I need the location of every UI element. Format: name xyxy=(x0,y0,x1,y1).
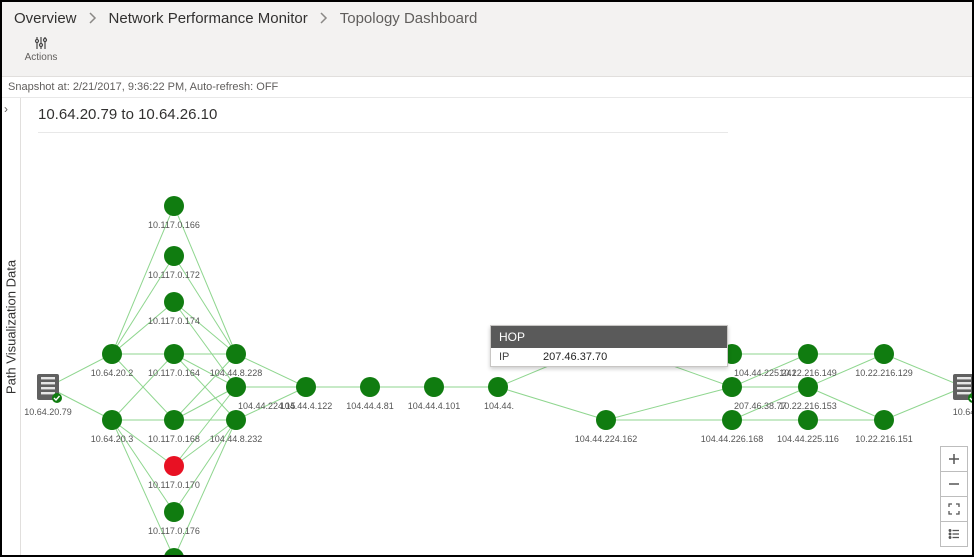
endpoint-node[interactable] xyxy=(953,374,972,403)
graph-node[interactable] xyxy=(164,246,184,266)
node-label: 10.22.216.149 xyxy=(779,368,837,378)
graph-node[interactable] xyxy=(164,196,184,216)
node-label: 10.22.216.129 xyxy=(855,368,913,378)
graph-edge xyxy=(174,302,236,354)
node-label: 10.117.0.168 xyxy=(148,434,200,444)
breadcrumb-npm[interactable]: Network Performance Monitor xyxy=(105,10,312,27)
breadcrumb-overview[interactable]: Overview xyxy=(10,10,81,27)
snapshot-status: Snapshot at: 2/21/2017, 9:36:22 PM, Auto… xyxy=(2,77,972,98)
node-label: 10.64.20.3 xyxy=(91,434,134,444)
zoom-list-button[interactable] xyxy=(941,522,967,546)
graph-node[interactable] xyxy=(360,377,380,397)
node-label: 104.44.4.81 xyxy=(346,401,394,411)
graph-edge xyxy=(498,387,606,420)
breadcrumb-topology: Topology Dashboard xyxy=(336,10,482,27)
list-icon xyxy=(947,527,961,541)
content-title: 10.64.20.79 to 10.64.26.10 xyxy=(20,98,972,123)
graph-node[interactable] xyxy=(102,344,122,364)
toolbar: Actions xyxy=(2,34,972,76)
graph-node[interactable] xyxy=(798,344,818,364)
graph-node[interactable] xyxy=(874,344,894,364)
graph-node[interactable] xyxy=(596,410,616,430)
node-label: 104.44.226.168 xyxy=(701,434,764,444)
node-label: 10.64.20.2 xyxy=(91,368,134,378)
tooltip-title: HOP xyxy=(491,326,727,348)
graph-node[interactable] xyxy=(798,377,818,397)
plus-icon xyxy=(947,452,961,466)
node-label: 10.64 xyxy=(953,407,972,417)
side-panel-label: Path Visualization Data xyxy=(4,259,19,393)
tooltip-value: 207.46.37.70 xyxy=(543,351,607,363)
graph-node[interactable] xyxy=(226,344,246,364)
graph-node[interactable] xyxy=(296,377,316,397)
node-label: 10.117.0.172 xyxy=(148,270,200,280)
minus-icon xyxy=(947,477,961,491)
node-label: 10.117.0.174 xyxy=(148,316,200,326)
breadcrumb: Overview Network Performance Monitor Top… xyxy=(2,2,972,34)
zoom-controls xyxy=(940,446,968,547)
graph-node[interactable] xyxy=(226,410,246,430)
node-label: 104.44.225.116 xyxy=(777,434,839,444)
node-label: 10.117.0.176 xyxy=(148,526,200,536)
graph-node[interactable] xyxy=(722,377,742,397)
expand-side-panel-button[interactable]: › xyxy=(4,102,8,116)
actions-label: Actions xyxy=(25,52,58,63)
zoom-in-button[interactable] xyxy=(941,447,967,472)
node-label: 104.44.224.162 xyxy=(575,434,638,444)
graph-node[interactable] xyxy=(164,502,184,522)
endpoint-node[interactable] xyxy=(37,374,62,403)
graph-edge xyxy=(174,387,236,420)
node-label: 10.117.0.170 xyxy=(148,480,200,490)
graph-node[interactable] xyxy=(874,410,894,430)
graph-node[interactable] xyxy=(164,548,184,557)
graph-node[interactable] xyxy=(164,344,184,364)
node-label: 104.44.8.232 xyxy=(210,434,263,444)
chevron-right-icon xyxy=(87,12,99,24)
graph-node[interactable] xyxy=(722,410,742,430)
graph-node[interactable] xyxy=(424,377,444,397)
graph-node[interactable] xyxy=(164,292,184,312)
chevron-right-icon xyxy=(318,12,330,24)
graph-node[interactable] xyxy=(102,410,122,430)
node-label: 10.22.216.153 xyxy=(779,401,837,411)
sliders-icon xyxy=(34,36,48,50)
side-panel-collapsed: › Path Visualization Data xyxy=(2,98,21,555)
graph-edge xyxy=(606,387,732,420)
graph-node[interactable] xyxy=(164,456,184,476)
actions-button[interactable]: Actions xyxy=(20,36,62,63)
tooltip-key: IP xyxy=(499,351,543,363)
hop-tooltip: HOP IP 207.46.37.70 xyxy=(490,325,728,367)
node-label: 10.22.216.151 xyxy=(855,434,913,444)
graph-node[interactable] xyxy=(488,377,508,397)
graph-edge xyxy=(112,302,174,354)
node-label: 104.44. xyxy=(484,401,514,411)
zoom-fit-button[interactable] xyxy=(941,497,967,522)
node-label: 10.64.20.79 xyxy=(24,407,72,417)
zoom-out-button[interactable] xyxy=(941,472,967,497)
graph-node[interactable] xyxy=(226,377,246,397)
node-label: 10.117.0.164 xyxy=(148,368,200,378)
graph-node[interactable] xyxy=(164,410,184,430)
node-label: 104.44.4.122 xyxy=(280,401,333,411)
fit-icon xyxy=(947,502,961,516)
node-label: 104.44.4.101 xyxy=(408,401,461,411)
node-label: 10.117.0.166 xyxy=(148,220,200,230)
graph-node[interactable] xyxy=(798,410,818,430)
node-label: 104.44.8.228 xyxy=(210,368,263,378)
